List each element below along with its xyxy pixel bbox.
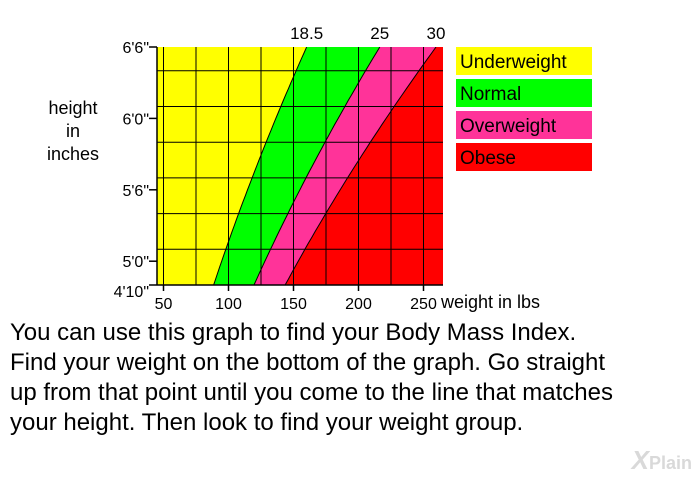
bmi-line-25 xyxy=(253,47,381,285)
bmi-label: 30 xyxy=(427,24,446,43)
x-tick-label: 50 xyxy=(155,296,173,313)
y-tick-label: 5'6" xyxy=(122,183,149,200)
bmi-label: 25 xyxy=(370,24,389,43)
chart-legend: Underweight Normal Overweight Obese xyxy=(456,47,592,171)
bmi-line-18-5 xyxy=(213,47,308,285)
x-plain-logo-icon: X xyxy=(631,445,649,475)
instructions-line: your height. Then look to find your weig… xyxy=(10,409,524,436)
y-tick-label: 5'0" xyxy=(122,254,149,271)
axis-labels: 4'10" 5'0" 5'6" 6'0" 6'6" 50 100 150 200 250 18.5 2… xyxy=(47,24,540,313)
instructions-text: You can use this graph to find your Body… xyxy=(10,318,685,438)
x-tick-label: 200 xyxy=(345,296,372,313)
legend-label-overweight: Overweight xyxy=(460,116,557,137)
chart-axes xyxy=(149,46,443,291)
y-axis-title: in xyxy=(66,121,80,141)
bmi-chart: Underweight Normal Overweight Obese 4'10" 5'… xyxy=(47,24,592,313)
instructions-line: up from that point until you come to the… xyxy=(10,379,613,406)
y-axis-title: inches xyxy=(47,144,99,164)
instructions-line: You can use this graph to find your Body… xyxy=(10,319,577,346)
y-axis-title: height xyxy=(48,98,97,118)
legend-label-obese: Obese xyxy=(460,148,516,169)
y-tick-label: 6'0" xyxy=(122,111,149,128)
legend-label-underweight: Underweight xyxy=(460,52,567,73)
legend-swatch-overweight xyxy=(456,111,592,139)
legend-label-normal: Normal xyxy=(460,84,521,105)
y-tick-label: 4'10" xyxy=(114,284,149,301)
instructions-line: Find your weight on the bottom of the gr… xyxy=(10,349,606,376)
legend-swatch-obese xyxy=(456,143,592,171)
x-tick-label: 100 xyxy=(215,296,242,313)
x-plain-logo: XPlain xyxy=(632,445,692,476)
bmi-line-30 xyxy=(284,47,437,285)
bmi-label: 18.5 xyxy=(290,24,323,43)
legend-swatch-normal xyxy=(456,79,592,107)
x-tick-label: 250 xyxy=(410,296,437,313)
x-axis-title: weight in lbs xyxy=(440,292,540,312)
legend-swatch-underweight xyxy=(456,47,592,75)
x-tick-label: 150 xyxy=(280,296,307,313)
y-tick-label: 6'6" xyxy=(122,40,149,57)
chart-grid xyxy=(157,47,443,285)
bmi-boundary-lines xyxy=(213,47,437,285)
watermark-text: Plain xyxy=(648,453,692,473)
